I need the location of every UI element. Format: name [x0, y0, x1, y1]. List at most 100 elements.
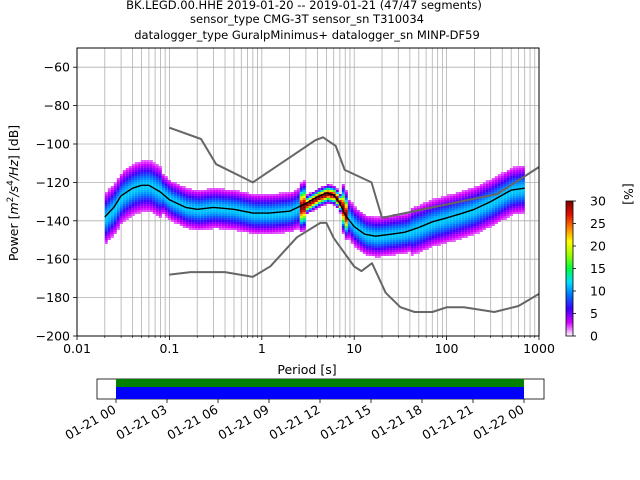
heatmap-cell	[218, 190, 222, 192]
heatmap-cell	[194, 190, 198, 192]
heatmap-cell	[341, 222, 345, 224]
heatmap-cell	[287, 194, 291, 196]
heatmap-cell	[494, 184, 498, 186]
heatmap-cell	[488, 222, 492, 224]
heatmap-cell	[434, 236, 438, 238]
heatmap-cell	[359, 224, 363, 226]
heatmap-cell	[488, 204, 492, 206]
heatmap-cell	[269, 200, 273, 202]
heatmap-cell	[416, 220, 420, 222]
heatmap-cell	[371, 248, 375, 250]
heatmap-cell	[506, 176, 510, 178]
heatmap-cell	[140, 202, 144, 204]
heatmap-cell	[155, 212, 159, 214]
heatmap-cell	[437, 232, 441, 234]
heatmap-cell	[149, 194, 153, 196]
heatmap-cell	[167, 192, 171, 194]
heatmap-cell	[383, 232, 387, 234]
heatmap-cell	[128, 210, 132, 212]
heatmap-cell	[146, 172, 150, 174]
heatmap-cell	[272, 218, 276, 220]
heatmap-cell	[206, 200, 210, 202]
heatmap-cell	[425, 202, 429, 204]
heatmap-cell	[458, 194, 462, 196]
heatmap-cell	[335, 206, 339, 208]
heatmap-cell	[242, 208, 246, 210]
heatmap-cell	[146, 204, 150, 206]
heatmap-cell	[254, 214, 258, 216]
heatmap-cell	[308, 198, 312, 200]
heatmap-cell	[296, 208, 300, 210]
heatmap-cell	[137, 198, 141, 200]
heatmap-cell	[230, 228, 234, 230]
heatmap-cell	[254, 210, 258, 212]
heatmap-cell	[497, 216, 501, 218]
heatmap-cell	[323, 200, 327, 202]
heatmap-cell	[461, 236, 465, 238]
heatmap-cell	[425, 206, 429, 208]
heatmap-cell	[173, 214, 177, 216]
heatmap-cell	[350, 204, 354, 206]
heatmap-cell	[251, 220, 255, 222]
heatmap-cell	[242, 204, 246, 206]
heatmap-cell	[449, 236, 453, 238]
heatmap-cell	[428, 244, 432, 246]
heatmap-cell	[503, 190, 507, 192]
heatmap-cell	[260, 224, 264, 226]
heatmap-cell	[140, 194, 144, 196]
heatmap-cell	[497, 174, 501, 176]
heatmap-cell	[251, 224, 255, 226]
heatmap-cell	[416, 240, 420, 242]
heatmap-cell	[359, 248, 363, 250]
heatmap-cell	[125, 180, 129, 182]
heatmap-cell	[191, 226, 195, 228]
heatmap-cell	[302, 228, 306, 230]
heatmap-cell	[386, 224, 390, 226]
heatmap-cell	[503, 196, 507, 198]
heatmap-cell	[461, 222, 465, 224]
heatmap-cell	[449, 218, 453, 220]
heatmap-cell	[398, 222, 402, 224]
heatmap-cell	[260, 194, 264, 196]
heatmap-cell	[131, 202, 135, 204]
heatmap-cell	[470, 204, 474, 206]
heatmap-cell	[374, 216, 378, 218]
heatmap-cell	[275, 214, 279, 216]
heatmap-cell	[278, 232, 282, 234]
heatmap-cell	[377, 246, 381, 248]
heatmap-cell	[341, 208, 345, 210]
heatmap-cell	[461, 208, 465, 210]
heatmap-cell	[440, 240, 444, 242]
heatmap-cell	[224, 202, 228, 204]
heatmap-cell	[509, 206, 513, 208]
heatmap-cell	[413, 222, 417, 224]
heatmap-cell	[383, 230, 387, 232]
heatmap-cell	[275, 226, 279, 228]
curve-mean	[104, 184, 525, 237]
heatmap-cell	[380, 240, 384, 242]
heatmap-cell	[431, 214, 435, 216]
heatmap-cell	[458, 216, 462, 218]
heatmap-cell	[410, 216, 414, 218]
heatmap-cell	[203, 212, 207, 214]
heatmap-cell	[254, 206, 258, 208]
heatmap-cell	[413, 238, 417, 240]
heatmap-cell	[131, 182, 135, 184]
heatmap-cell	[269, 216, 273, 218]
heatmap-cell	[281, 194, 285, 196]
heatmap-cell	[506, 206, 510, 208]
heatmap-cell	[359, 216, 363, 218]
heatmap-cell	[356, 234, 360, 236]
heatmap-cell	[155, 188, 159, 190]
heatmap-cell	[104, 234, 108, 236]
heatmap-cell	[500, 178, 504, 180]
heatmap-cell	[353, 212, 357, 214]
heatmap-cell	[320, 186, 324, 188]
heatmap-cell	[506, 180, 510, 182]
heatmap-cell	[239, 226, 243, 228]
heatmap-cell	[470, 222, 474, 224]
heatmap-cell	[107, 196, 111, 198]
heatmap-cell	[248, 218, 252, 220]
heatmap-cell	[512, 192, 516, 194]
heatmap-cell	[380, 242, 384, 244]
